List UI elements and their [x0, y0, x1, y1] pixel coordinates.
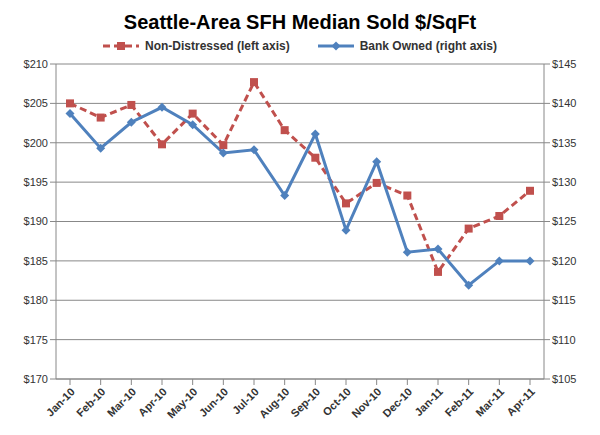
svg-text:$145: $145 [552, 58, 576, 70]
svg-text:Feb-10: Feb-10 [74, 385, 108, 419]
html-text:Seattle-Area SFH Median Sold $: Seattle-Area SFH Median Sold $/SqFt [123, 11, 477, 33]
svg-text:Mar-10: Mar-10 [105, 385, 139, 419]
svg-text:$130: $130 [552, 176, 576, 188]
svg-text:Dec-10: Dec-10 [380, 385, 414, 419]
svg-text:$125: $125 [552, 215, 576, 227]
svg-text:$175: $175 [24, 334, 48, 346]
svg-text:$120: $120 [552, 255, 576, 267]
svg-text:Jul-10: Jul-10 [230, 385, 261, 417]
svg-text:$140: $140 [552, 97, 576, 109]
svg-text:$115: $115 [552, 294, 576, 306]
svg-text:$200: $200 [24, 137, 48, 149]
svg-text:$205: $205 [24, 97, 48, 109]
html-text:Bank Owned (right axis): Bank Owned (right axis) [359, 39, 497, 53]
svg-text:$135: $135 [552, 137, 576, 149]
svg-text:$180: $180 [24, 294, 48, 306]
svg-text:Sep-10: Sep-10 [288, 385, 322, 419]
svg-text:$110: $110 [552, 334, 576, 346]
svg-text:Mar-11: Mar-11 [473, 385, 506, 418]
svg-text:$105: $105 [552, 373, 576, 385]
svg-text:Oct-10: Oct-10 [320, 385, 353, 418]
svg-text:Feb-11: Feb-11 [442, 385, 475, 418]
svg-text:Jun-10: Jun-10 [197, 385, 231, 419]
svg-text:Apr-10: Apr-10 [136, 385, 169, 418]
svg-text:Aug-10: Aug-10 [257, 385, 292, 420]
svg-text:May-10: May-10 [165, 385, 200, 420]
svg-text:Jan-11: Jan-11 [412, 385, 445, 418]
svg-text:$185: $185 [24, 255, 48, 267]
svg-text:$210: $210 [24, 58, 48, 70]
svg-text:Jan-10: Jan-10 [44, 385, 77, 418]
svg-text:Nov-10: Nov-10 [349, 385, 383, 419]
svg-text:$195: $195 [24, 176, 48, 188]
svg-text:$170: $170 [24, 373, 48, 385]
svg-text:Apr-11: Apr-11 [504, 385, 537, 418]
svg-text:$190: $190 [24, 215, 48, 227]
html-text:Non-Distressed (left axis): Non-Distressed (left axis) [145, 39, 290, 53]
